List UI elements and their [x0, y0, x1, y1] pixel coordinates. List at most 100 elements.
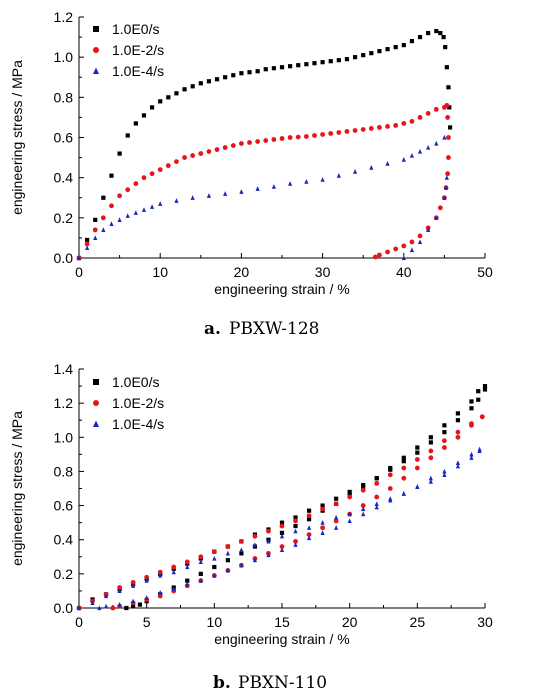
- data-point: [482, 383, 488, 389]
- data-point: [401, 475, 407, 481]
- data-point: [361, 506, 366, 512]
- data-point: [279, 523, 285, 529]
- data-point: [125, 133, 130, 138]
- data-point: [347, 494, 353, 500]
- data-point: [182, 87, 187, 92]
- legend-label: 1.0E-4/s: [112, 416, 164, 432]
- x-axis-title: engineering strain / %: [214, 281, 349, 297]
- data-point: [312, 133, 317, 138]
- x-tick-label: 50: [477, 264, 493, 280]
- x-tick-label: 40: [396, 264, 412, 280]
- data-point: [401, 255, 406, 261]
- data-point: [377, 252, 382, 258]
- data-point: [455, 460, 461, 465]
- chart-panel-a: 0.0 0.2 0.4 0.6 0.8 1.0 1.2 0 10 20 30 40 50 engineer…: [9, 9, 493, 297]
- data-point: [482, 387, 488, 392]
- data-point: [117, 588, 122, 594]
- data-point: [401, 459, 406, 464]
- data-point: [442, 195, 447, 200]
- data-point: [417, 148, 423, 154]
- data-point: [401, 43, 406, 48]
- data-point: [417, 233, 423, 239]
- data-point: [442, 423, 447, 428]
- data-point: [445, 115, 451, 120]
- data-point: [137, 602, 142, 607]
- data-point: [125, 213, 130, 218]
- data-point: [414, 457, 420, 462]
- data-point: [320, 177, 325, 182]
- data-point: [306, 532, 312, 537]
- data-point: [271, 184, 276, 189]
- caption-a-letter: a.: [204, 319, 221, 339]
- data-point: [320, 506, 325, 512]
- caption-b-letter: b.: [213, 673, 231, 693]
- data-point: [401, 243, 407, 249]
- data-point: [360, 127, 366, 132]
- data-point: [401, 156, 406, 162]
- data-point: [144, 595, 149, 600]
- data-point: [149, 171, 155, 177]
- data-point: [141, 175, 147, 181]
- data-point: [279, 136, 285, 141]
- data-point: [446, 155, 451, 160]
- data-point: [190, 195, 195, 200]
- data-point: [385, 161, 390, 166]
- data-point: [206, 193, 212, 198]
- data-point: [225, 558, 230, 563]
- legend-label: 1.0E0/s: [112, 21, 159, 37]
- data-point: [144, 574, 150, 580]
- data-point: [304, 179, 309, 184]
- legend-marker: [93, 400, 99, 406]
- data-point: [110, 605, 116, 611]
- x-tick-label: 20: [234, 264, 250, 280]
- data-point: [447, 125, 453, 130]
- data-point: [225, 544, 231, 549]
- data-point: [434, 28, 439, 34]
- data-point: [377, 49, 382, 54]
- y-tick-label: 1.2: [54, 395, 74, 411]
- data-point: [206, 149, 212, 154]
- data-point: [401, 465, 407, 471]
- caption-b-name: PBXN-110: [238, 673, 327, 693]
- data-point: [185, 581, 190, 587]
- data-point: [239, 539, 244, 544]
- data-point: [433, 106, 439, 112]
- data-point: [296, 63, 301, 68]
- x-tick-label: 0: [75, 614, 83, 630]
- data-point: [444, 65, 449, 70]
- data-point: [158, 572, 163, 578]
- data-point: [442, 468, 447, 474]
- data-point: [417, 239, 423, 245]
- y-tick-label: 1.2: [54, 9, 74, 25]
- legend-label: 1.0E-4/s: [112, 63, 164, 79]
- data-point: [90, 600, 95, 605]
- data-point: [401, 455, 406, 460]
- data-point: [393, 45, 398, 50]
- data-point: [334, 525, 339, 530]
- data-point: [333, 518, 339, 524]
- data-point: [347, 489, 352, 495]
- data-point: [368, 126, 374, 131]
- data-point: [387, 472, 393, 478]
- data-point: [198, 578, 203, 583]
- data-point: [428, 440, 433, 445]
- data-point: [252, 542, 258, 547]
- data-point: [347, 518, 352, 524]
- data-point: [230, 143, 236, 148]
- data-point: [455, 463, 461, 469]
- data-point: [157, 593, 163, 599]
- data-point: [109, 221, 114, 226]
- data-point: [304, 62, 309, 67]
- data-point: [185, 578, 190, 583]
- data-point: [293, 523, 298, 529]
- data-point: [360, 487, 366, 493]
- data-point: [455, 418, 461, 423]
- x-tick-label: 30: [315, 264, 331, 280]
- x-tick-label: 20: [342, 614, 358, 630]
- data-point: [214, 77, 220, 82]
- data-point: [182, 155, 187, 160]
- data-point: [149, 105, 155, 110]
- caption-a-name: PBXW-128: [229, 319, 319, 339]
- y-tick-label: 0.2: [54, 210, 74, 226]
- series-triangle: [76, 446, 482, 611]
